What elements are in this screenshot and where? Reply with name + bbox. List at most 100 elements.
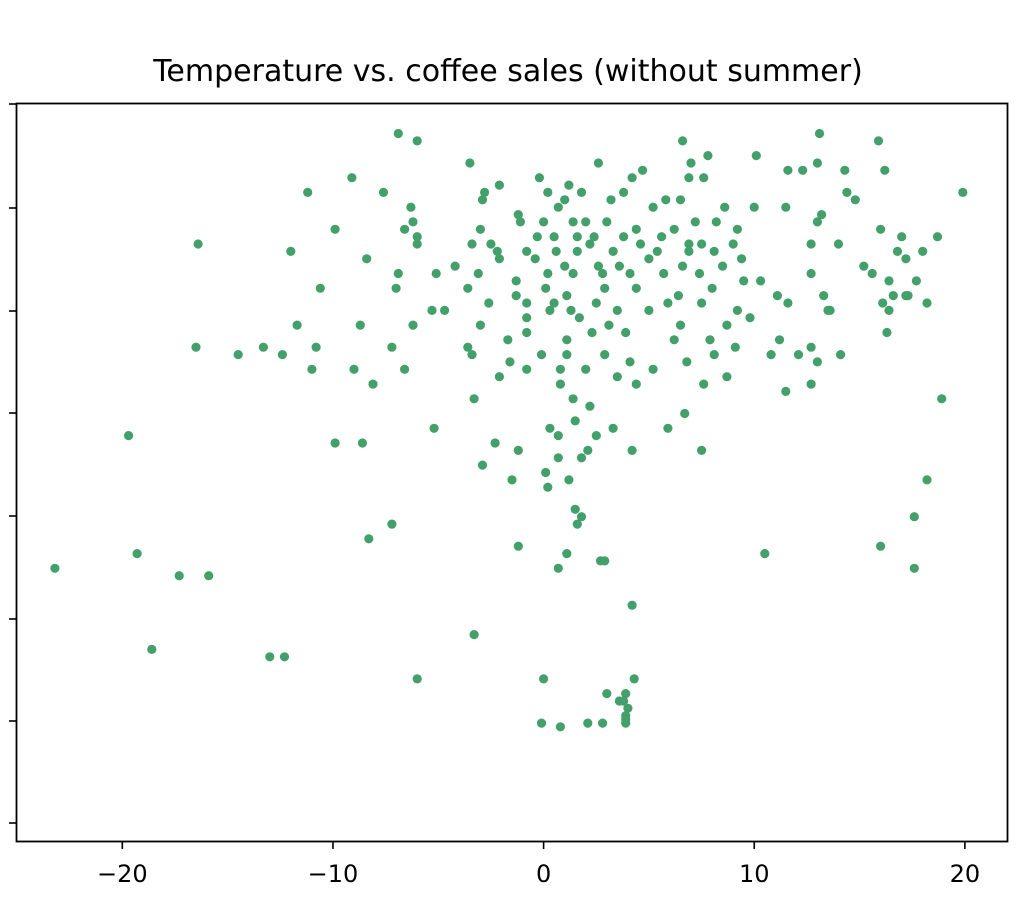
data-point xyxy=(431,268,441,279)
x-tick-label: −20 xyxy=(97,860,148,888)
data-point xyxy=(697,445,707,455)
data-point xyxy=(678,136,688,146)
data-point xyxy=(494,254,504,264)
data-point xyxy=(604,320,614,330)
data-point xyxy=(566,305,576,315)
data-point xyxy=(819,291,829,301)
data-point xyxy=(932,232,943,242)
data-point xyxy=(612,372,622,382)
data-point xyxy=(859,261,869,271)
data-point xyxy=(562,549,572,559)
data-point xyxy=(408,217,418,227)
data-point xyxy=(745,313,755,323)
data-point xyxy=(812,217,823,227)
data-point xyxy=(756,276,766,286)
data-point xyxy=(467,350,477,360)
data-point xyxy=(545,423,555,433)
data-point xyxy=(593,261,604,271)
data-point xyxy=(440,305,450,315)
data-point xyxy=(292,320,302,330)
data-point xyxy=(539,674,549,684)
data-point xyxy=(814,128,825,139)
data-point xyxy=(638,165,648,175)
data-point xyxy=(486,239,496,249)
data-point xyxy=(330,438,340,448)
data-point xyxy=(703,151,713,161)
x-tick-label: 10 xyxy=(739,860,770,888)
data-point xyxy=(833,239,844,249)
data-point xyxy=(922,475,932,485)
data-point xyxy=(541,467,551,478)
data-point xyxy=(644,254,654,264)
data-point xyxy=(576,512,587,522)
data-point xyxy=(675,320,686,330)
data-point xyxy=(349,364,359,374)
data-point xyxy=(564,180,574,190)
data-point xyxy=(427,305,437,315)
data-point xyxy=(412,239,422,249)
data-point xyxy=(355,320,365,330)
data-point xyxy=(686,158,696,168)
data-point xyxy=(475,224,485,234)
data-point xyxy=(781,202,791,212)
data-point xyxy=(505,357,515,367)
data-point xyxy=(581,217,591,227)
data-point xyxy=(543,187,553,197)
data-point xyxy=(705,335,715,345)
data-point xyxy=(132,549,142,559)
x-tick-label: 0 xyxy=(536,860,551,888)
data-point xyxy=(393,268,403,279)
data-point xyxy=(739,276,749,286)
data-point xyxy=(663,298,673,308)
data-point xyxy=(522,364,532,374)
data-point xyxy=(798,165,808,175)
data-point xyxy=(587,327,597,338)
data-point xyxy=(553,453,563,463)
data-point xyxy=(585,239,595,249)
data-point xyxy=(393,128,403,139)
data-point xyxy=(631,283,641,293)
data-point xyxy=(560,261,570,271)
data-point xyxy=(513,445,523,455)
data-point xyxy=(621,327,631,338)
x-tick-label: −10 xyxy=(308,860,359,888)
data-point xyxy=(562,291,572,301)
data-point xyxy=(541,283,551,293)
data-point xyxy=(614,696,625,706)
data-point xyxy=(619,187,629,197)
data-point xyxy=(572,232,582,242)
data-point xyxy=(572,519,582,529)
data-point xyxy=(730,342,740,352)
data-point xyxy=(825,305,835,315)
data-point xyxy=(806,239,816,249)
chart-title: Temperature vs. coffee sales (without su… xyxy=(153,54,863,89)
data-point xyxy=(555,379,566,389)
data-point xyxy=(480,187,490,197)
data-point xyxy=(507,475,517,485)
data-point xyxy=(682,357,692,367)
data-point xyxy=(922,298,932,308)
data-point xyxy=(357,438,367,448)
data-point xyxy=(697,298,707,308)
data-point xyxy=(631,379,641,389)
data-point xyxy=(635,239,646,249)
data-point xyxy=(473,268,483,279)
data-point xyxy=(585,401,595,411)
data-point xyxy=(490,438,500,448)
data-point xyxy=(648,364,658,374)
data-point xyxy=(673,291,684,301)
data-point xyxy=(659,268,669,279)
data-point xyxy=(515,217,526,227)
data-point xyxy=(684,246,694,256)
data-point xyxy=(347,173,357,183)
data-point xyxy=(608,423,618,433)
data-point xyxy=(279,652,290,662)
data-point xyxy=(591,298,601,308)
data-point xyxy=(707,283,717,293)
data-point xyxy=(600,283,610,293)
data-point xyxy=(191,342,201,352)
data-point xyxy=(307,364,317,374)
data-point xyxy=(492,246,502,256)
data-point xyxy=(562,335,572,345)
x-tick-label: 20 xyxy=(950,860,981,888)
